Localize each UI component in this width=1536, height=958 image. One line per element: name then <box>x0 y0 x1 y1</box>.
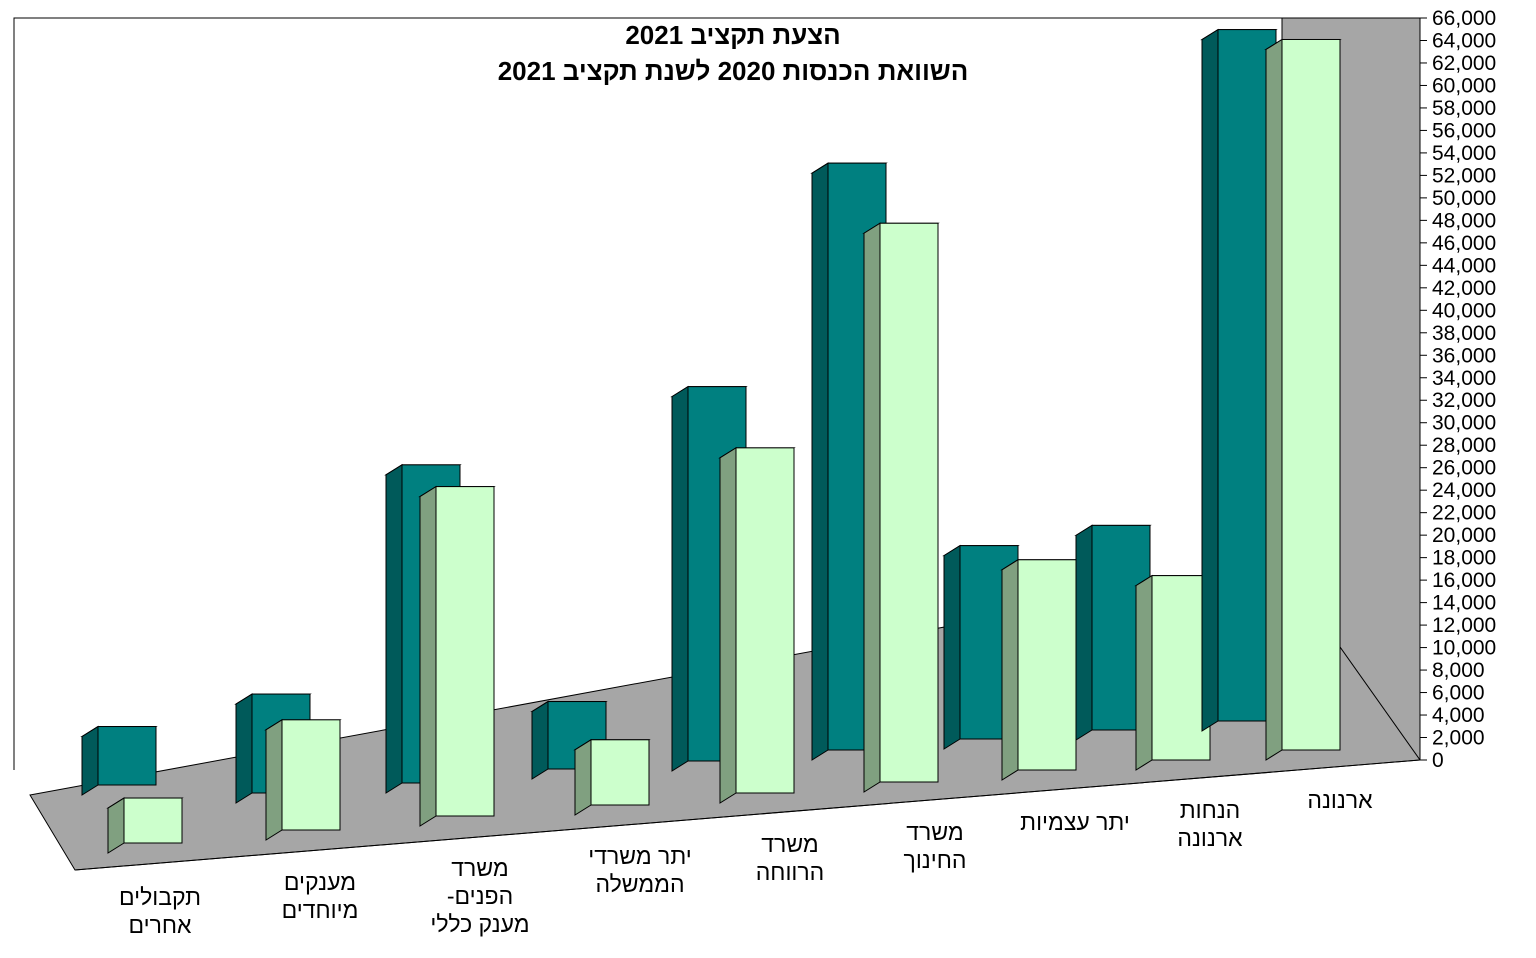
y-tick-label: 24,000 <box>1432 479 1496 502</box>
bar-series1-cat9-side <box>1201 28 1219 732</box>
y-tick-label: 14,000 <box>1432 592 1496 615</box>
bar-series2-cat2-side <box>265 718 283 841</box>
y-tick-label: 0 <box>1432 749 1444 772</box>
x-category-label: הממשלה <box>595 871 684 897</box>
x-category-label: החינוך <box>904 847 967 873</box>
bar-series2-cat7 <box>1017 559 1077 771</box>
y-tick-label: 4,000 <box>1432 704 1485 727</box>
y-tick-label: 62,000 <box>1432 52 1496 75</box>
bar-series2-cat8-side <box>1135 574 1153 771</box>
y-tick-label: 18,000 <box>1432 547 1496 570</box>
bar-series2-cat3 <box>435 486 495 817</box>
y-tick-label: 38,000 <box>1432 322 1496 345</box>
bar-series2-cat5-side <box>719 446 737 804</box>
y-tick-label: 16,000 <box>1432 569 1496 592</box>
x-category-label: מיוחדים <box>282 897 359 923</box>
bar-series2-cat1-side <box>107 797 125 854</box>
bar-series1-cat2-side <box>235 693 253 804</box>
chart-subtitle: השוואת הכנסות 2020 לשנת תקציב 2021 <box>498 56 969 86</box>
x-category-label: משרד <box>451 855 508 881</box>
y-tick-label: 12,000 <box>1432 614 1496 637</box>
x-category-label: משרד <box>906 819 963 845</box>
y-tick-label: 32,000 <box>1432 389 1496 412</box>
y-tick-label: 54,000 <box>1432 142 1496 165</box>
y-tick-label: 20,000 <box>1432 524 1496 547</box>
bar-series1-cat7-side <box>943 544 961 750</box>
bar-series2-cat3-side <box>419 485 437 827</box>
y-tick-label: 64,000 <box>1432 29 1496 52</box>
bar-series2-cat1 <box>123 797 183 844</box>
x-axis-line <box>74 759 1421 871</box>
bar-series2-cat2 <box>281 719 341 831</box>
x-category-label: אחרים <box>129 912 193 938</box>
y-tick-label: 58,000 <box>1432 97 1496 120</box>
x-category-label: ארנונה <box>1177 825 1243 851</box>
y-tick-label: 40,000 <box>1432 299 1496 322</box>
x-category-label: הפנים- <box>447 883 513 909</box>
x-category-label: ארנונה <box>1307 787 1373 813</box>
y-tick-label: 46,000 <box>1432 232 1496 255</box>
y-tick-label: 34,000 <box>1432 367 1496 390</box>
x-category-label: מענק כללי <box>430 911 529 937</box>
y-tick-label: 36,000 <box>1432 344 1496 367</box>
bar-series1-cat1 <box>97 726 157 786</box>
bar-series2-cat9 <box>1281 38 1341 751</box>
bar-series2-cat6-side <box>863 222 881 793</box>
y-tick-label: 52,000 <box>1432 164 1496 187</box>
bar-series1-cat3-side <box>385 463 403 794</box>
bar-series2-cat4 <box>590 739 650 806</box>
chart-title: הצעת תקציב 2021 <box>625 20 840 50</box>
y-tick-label: 26,000 <box>1432 457 1496 480</box>
y-tick-label: 28,000 <box>1432 434 1496 457</box>
bar-series2-cat4-side <box>574 738 592 816</box>
bar-series1-cat8-side <box>1075 524 1093 741</box>
bar-series2-cat8 <box>1151 575 1211 761</box>
y-tick-label: 42,000 <box>1432 277 1496 300</box>
y-tick-label: 30,000 <box>1432 412 1496 435</box>
y-tick-label: 10,000 <box>1432 637 1496 660</box>
y-tick-label: 22,000 <box>1432 502 1496 525</box>
y-tick-label: 56,000 <box>1432 119 1496 142</box>
x-category-label: הרווחה <box>756 859 825 885</box>
bar-series1-cat5-side <box>671 385 689 772</box>
x-category-label: יתר משרדי <box>588 843 691 869</box>
y-tick-label: 44,000 <box>1432 254 1496 277</box>
x-category-label: הנחות <box>1180 797 1241 823</box>
y-tick-label: 6,000 <box>1432 682 1485 705</box>
y-tick-label: 8,000 <box>1432 659 1485 682</box>
y-tick-label: 66,000 <box>1432 7 1496 30</box>
y-tick-label: 50,000 <box>1432 187 1496 210</box>
bar-series2-cat5 <box>735 447 795 794</box>
bar-series2-cat7-side <box>1001 558 1019 781</box>
x-category-label: יתר עצמיות <box>1020 809 1130 835</box>
plot-area-border <box>13 17 1282 770</box>
y-tick-label: 2,000 <box>1432 727 1485 750</box>
y-tick-label: 60,000 <box>1432 74 1496 97</box>
bar-series2-cat9-side <box>1265 38 1283 761</box>
y-tick-label: 48,000 <box>1432 209 1496 232</box>
x-category-label: תקבולים <box>119 884 201 910</box>
bar-series1-cat1-side <box>81 725 99 796</box>
bar-series2-cat6 <box>879 222 939 783</box>
bar-series1-cat6-side <box>811 162 829 761</box>
bar-series1-cat4-side <box>531 700 549 780</box>
x-category-label: משרד <box>761 831 818 857</box>
x-category-label: מענקים <box>284 869 356 895</box>
